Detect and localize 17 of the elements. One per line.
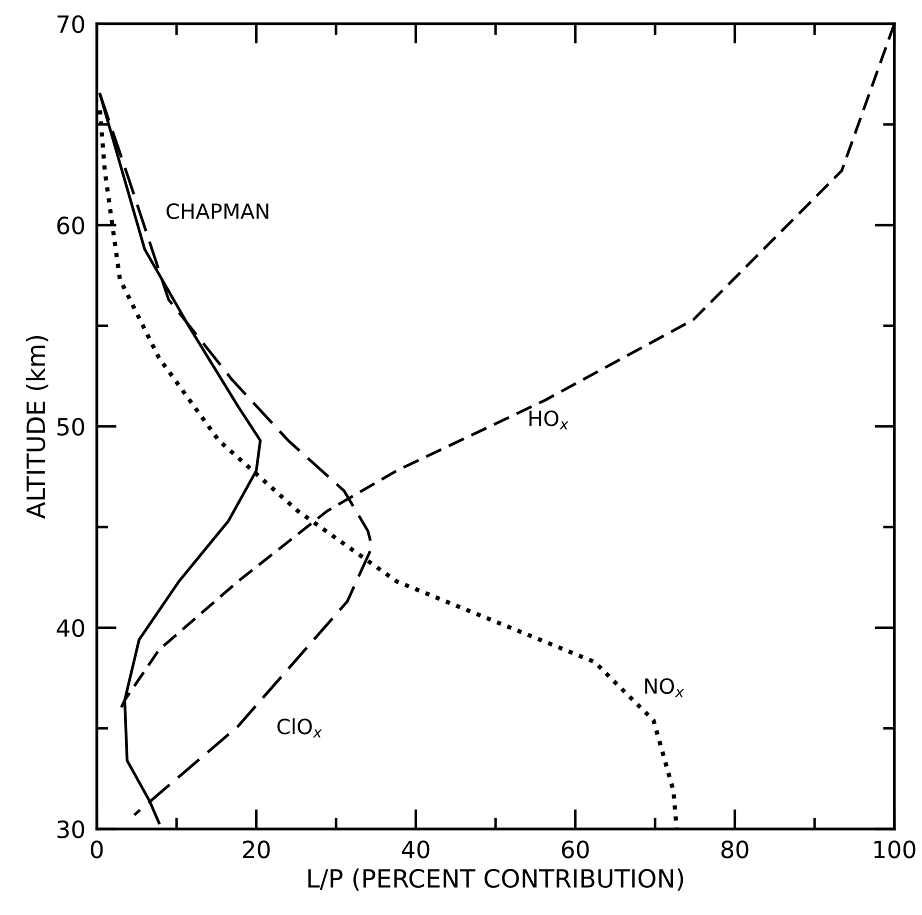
x-tick-label: 0 (90, 840, 103, 858)
series-label: HO$_{x}$ (530, 410, 568, 430)
x-tick-label: 100 (874, 840, 916, 858)
x-tick-label: 40 (402, 840, 430, 858)
x-tick-label: 80 (721, 840, 748, 858)
y-tick-label: 30 (57, 820, 84, 838)
x-tick-label: 20 (243, 840, 270, 858)
y-tick-label: 50 (57, 418, 84, 436)
y-axis-title: ALTITUDE (km) (26, 336, 48, 519)
series-label: NO$_{x}$ (645, 678, 684, 698)
series-label: CHAPMAN (166, 203, 268, 220)
series-label: ClO$_{x}$ (277, 718, 322, 738)
y-tick-label: 70 (58, 15, 84, 34)
x-tick-label: 60 (562, 840, 589, 858)
x-axis-title: L/P (PERCENT CONTRIBUTION) (308, 868, 684, 891)
y-tick-label: 60 (57, 216, 84, 234)
y-tick-label: 40 (56, 619, 84, 637)
